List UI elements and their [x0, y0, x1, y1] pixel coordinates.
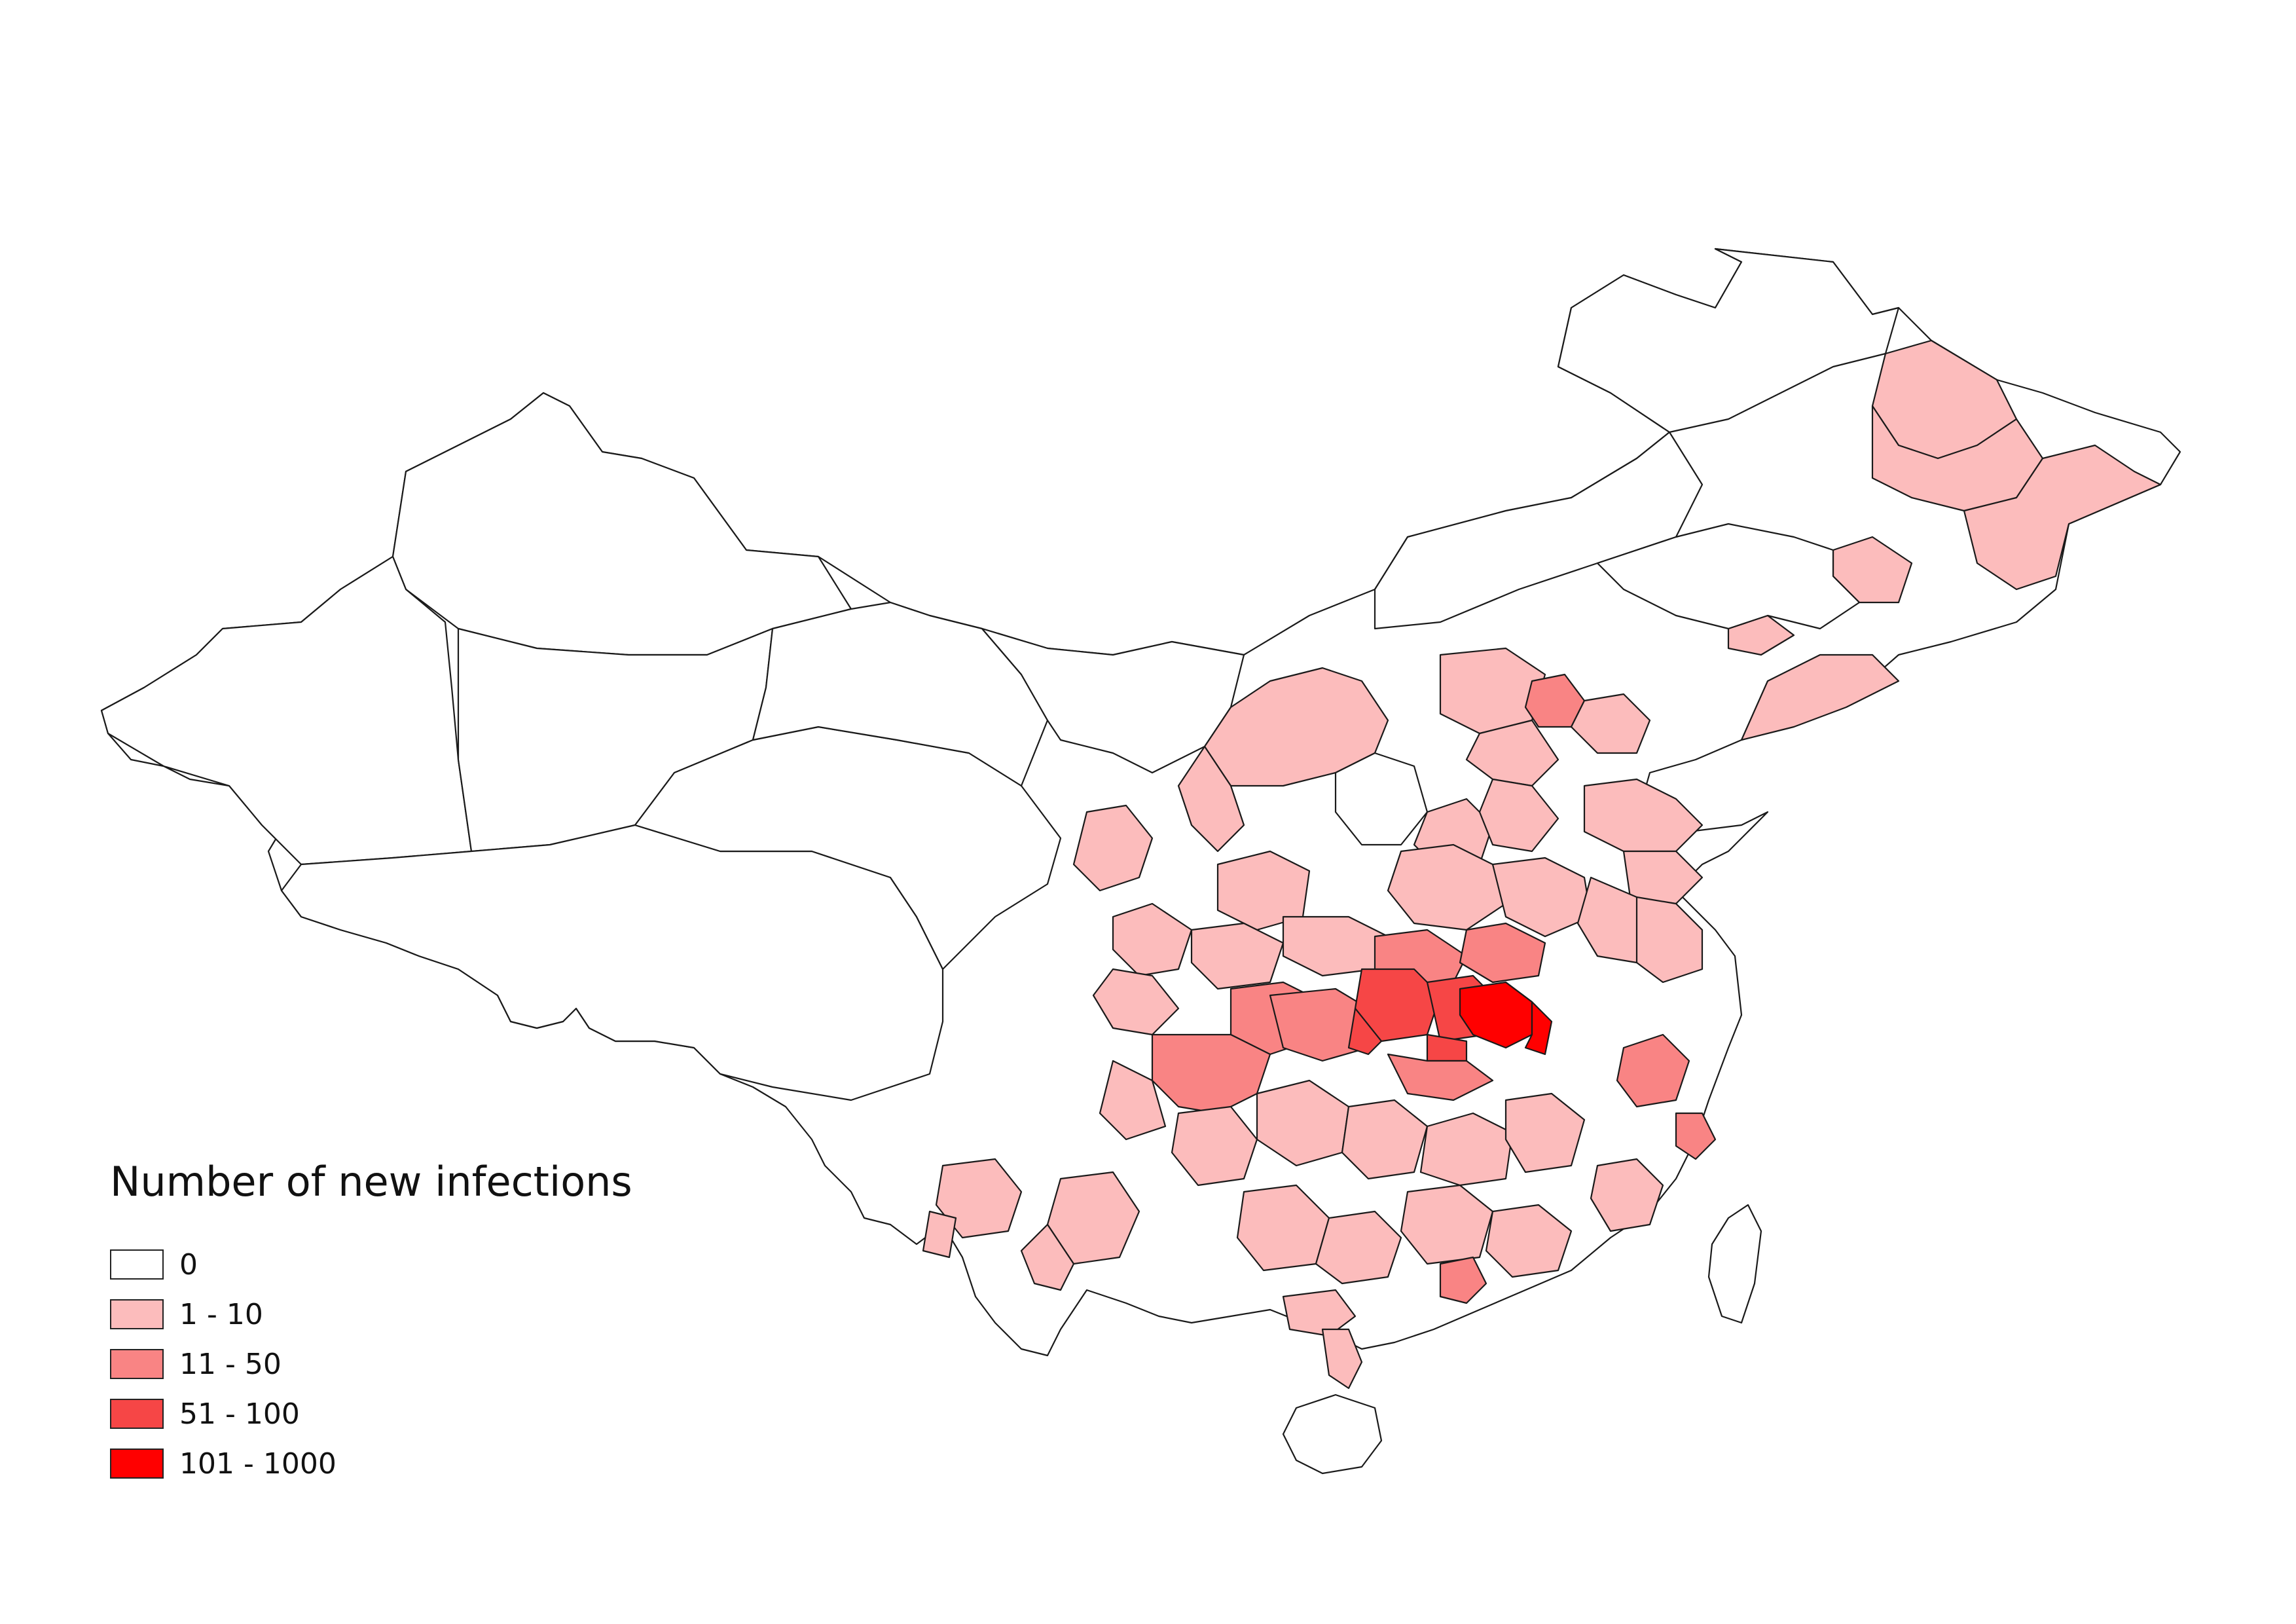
region-shandong-b	[1622, 850, 1704, 905]
legend-swatch	[110, 1399, 164, 1429]
region-guangxi-coast	[1282, 1289, 1357, 1337]
region-guangdong-c	[1439, 1256, 1487, 1304]
region-jiangxi-a	[1419, 1112, 1514, 1187]
legend-item-0: 0	[110, 1240, 632, 1289]
legend-item-1: 1 - 10	[110, 1289, 632, 1339]
region-shaanxi-b	[1190, 922, 1285, 990]
region-yunnan-d	[922, 1210, 957, 1259]
legend-label: 11 - 50	[179, 1347, 282, 1381]
legend-swatch	[110, 1349, 164, 1379]
region-guangdong-a	[1400, 1184, 1494, 1265]
region-heilongjiang-north	[1557, 248, 1900, 434]
region-hubei-south	[1387, 1053, 1494, 1101]
region-fujian-a	[1590, 1158, 1664, 1232]
region-henan-a	[1387, 843, 1507, 931]
region-heilongjiang-c	[1963, 444, 2162, 591]
region-taiwan	[1707, 1204, 1762, 1324]
region-jiangxi-b	[1504, 1092, 1586, 1173]
map-legend: Number of new infections 0 1 - 10 11 - 5…	[110, 1158, 632, 1488]
region-jilin-b	[1596, 523, 1861, 630]
region-guangdong-leizhou	[1321, 1328, 1363, 1390]
legend-title: Number of new infections	[110, 1158, 632, 1206]
legend-item-4: 101 - 1000	[110, 1439, 632, 1488]
legend-label: 51 - 100	[179, 1397, 300, 1431]
region-sichuan-east	[1092, 968, 1180, 1036]
region-liaoning-coast	[1740, 654, 1900, 741]
region-hebei-c	[1478, 778, 1559, 853]
region-hunan-b	[1341, 1099, 1429, 1180]
region-sichuan-south	[1099, 1060, 1167, 1141]
legend-item-2: 11 - 50	[110, 1339, 632, 1389]
region-guangdong-b	[1485, 1204, 1573, 1278]
legend-swatch	[110, 1449, 164, 1479]
region-zhejiang-a	[1616, 1033, 1690, 1108]
legend-label: 0	[179, 1247, 198, 1282]
region-hainan	[1282, 1393, 1383, 1475]
region-shanxi-a	[1334, 752, 1429, 846]
region-huanggang	[1504, 981, 1553, 1056]
region-xinjiang-north	[392, 392, 852, 656]
region-sichuan-central	[1151, 1033, 1271, 1115]
region-guangxi-b	[1315, 1210, 1402, 1285]
legend-swatch	[110, 1249, 164, 1280]
region-gansu-east	[1072, 804, 1154, 892]
region-inner-mongolia-north	[1374, 431, 1704, 630]
region-guizhou-a	[1171, 1105, 1258, 1187]
region-yunnan-c	[1020, 1223, 1075, 1291]
region-tibet	[280, 824, 944, 1101]
region-zhejiang-b	[1675, 1112, 1717, 1160]
region-henan-e	[1459, 922, 1546, 984]
legend-label: 101 - 1000	[179, 1447, 337, 1481]
region-yunnan-a	[935, 1158, 1023, 1239]
legend-label: 1 - 10	[179, 1297, 263, 1331]
region-shandong-a	[1583, 778, 1704, 853]
region-hebei-b	[1570, 693, 1651, 754]
region-sichuan-north	[1112, 902, 1193, 977]
region-shaanxi-north	[1177, 745, 1245, 853]
region-hubei-c	[1347, 1007, 1383, 1056]
region-jiangsu-a	[1635, 896, 1704, 984]
legend-item-3: 51 - 100	[110, 1389, 632, 1439]
legend-swatch	[110, 1299, 164, 1329]
region-xinjiang-west	[100, 555, 473, 866]
